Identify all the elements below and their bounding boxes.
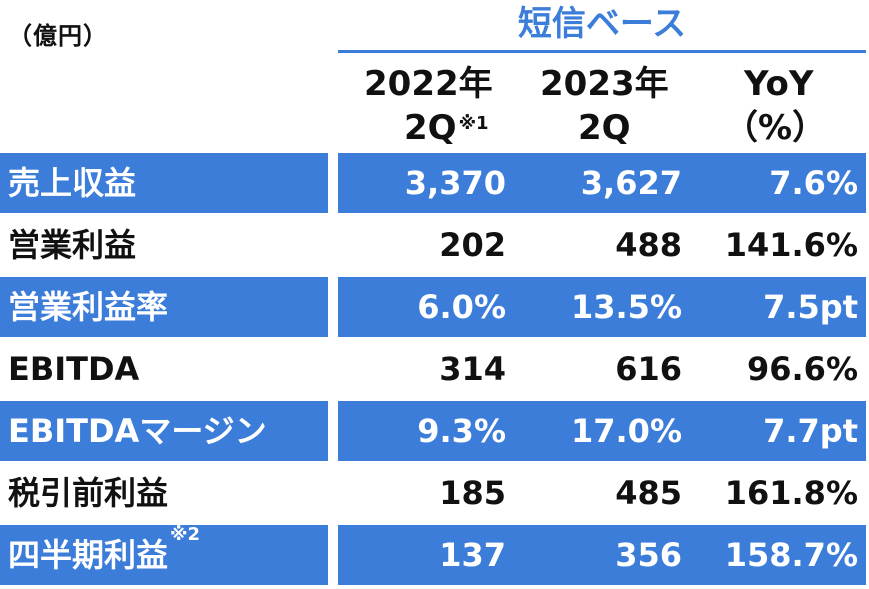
value-2022: 6.0% — [417, 288, 506, 326]
value-2023: 485 — [615, 474, 682, 512]
row-label: 売上収益 — [8, 153, 136, 213]
col-2022-quarter-text: 2Q — [404, 108, 457, 148]
row-label-text: 営業利益率 — [8, 288, 169, 326]
col-yoy-unit-header: （%） — [724, 108, 827, 148]
unit-label: （億円） — [8, 22, 108, 50]
note-1-marker: ※1 — [458, 113, 489, 134]
basis-title: 短信ベース — [517, 4, 687, 44]
value-2022: 3,370 — [404, 164, 506, 202]
row-label: EBITDA — [8, 339, 139, 399]
row-label: 営業利益率 — [8, 277, 168, 337]
value-2022: 185 — [439, 474, 506, 512]
value-2023: 17.0% — [570, 412, 682, 450]
value-2022: 314 — [439, 350, 506, 388]
row-operating-margin: 営業利益率 6.0% 13.5% 7.5pt — [0, 277, 866, 337]
value-yoy: 96.6% — [746, 350, 858, 388]
value-band — [338, 277, 866, 337]
row-label-text: 税引前利益 — [8, 474, 169, 512]
row-pretax-profit: 税引前利益 185 485 161.8% — [0, 463, 866, 523]
row-label: 営業利益 — [8, 215, 136, 275]
col-yoy-header: YoY — [744, 64, 814, 104]
value-yoy: 7.7pt — [763, 412, 858, 450]
label-band — [0, 153, 328, 213]
note-2-marker: ※2 — [170, 524, 201, 546]
row-revenue: 売上収益 3,370 3,627 7.6% — [0, 153, 866, 213]
value-2022: 202 — [439, 226, 506, 264]
label-band — [0, 277, 328, 337]
row-ebitda: EBITDA 314 616 96.6% — [0, 339, 866, 399]
row-label-text: 営業利益 — [8, 226, 137, 264]
value-2022: 9.3% — [417, 412, 506, 450]
label-band — [0, 525, 328, 585]
value-band — [338, 153, 866, 213]
value-yoy: 7.6% — [769, 164, 858, 202]
row-label-text: EBITDAマージン — [8, 412, 267, 450]
value-band — [338, 525, 866, 585]
row-label-text: 売上収益 — [8, 164, 137, 202]
row-label: EBITDAマージン — [8, 401, 267, 461]
row-ebitda-margin: EBITDAマージン 9.3% 17.0% 7.7pt — [0, 401, 866, 461]
value-2022: 137 — [439, 536, 506, 574]
row-label-text: 四半期利益 — [8, 536, 169, 574]
label-band — [0, 401, 328, 461]
basis-underline — [338, 50, 866, 53]
value-yoy: 158.7% — [724, 536, 858, 574]
value-2023: 356 — [615, 536, 682, 574]
row-label-text: EBITDA — [8, 350, 140, 388]
col-2022-year-header: 2022年 — [364, 64, 493, 104]
col-2022-quarter-header: 2Q ※1 — [404, 106, 489, 150]
value-2023: 488 — [615, 226, 682, 264]
value-yoy: 7.5pt — [763, 288, 858, 326]
value-2023: 616 — [615, 350, 682, 388]
row-label: 四半期利益※2 — [8, 525, 200, 585]
value-2023: 3,627 — [580, 164, 682, 202]
value-yoy: 141.6% — [724, 226, 858, 264]
row-quarterly-profit: 四半期利益※2 137 356 158.7% — [0, 525, 866, 585]
value-yoy: 161.8% — [724, 474, 858, 512]
col-2023-quarter-header: 2Q — [578, 108, 631, 148]
row-operating-profit: 営業利益 202 488 141.6% — [0, 215, 866, 275]
row-label: 税引前利益 — [8, 463, 168, 523]
value-2023: 13.5% — [570, 288, 682, 326]
col-2023-year-header: 2023年 — [540, 64, 669, 104]
value-band — [338, 401, 866, 461]
